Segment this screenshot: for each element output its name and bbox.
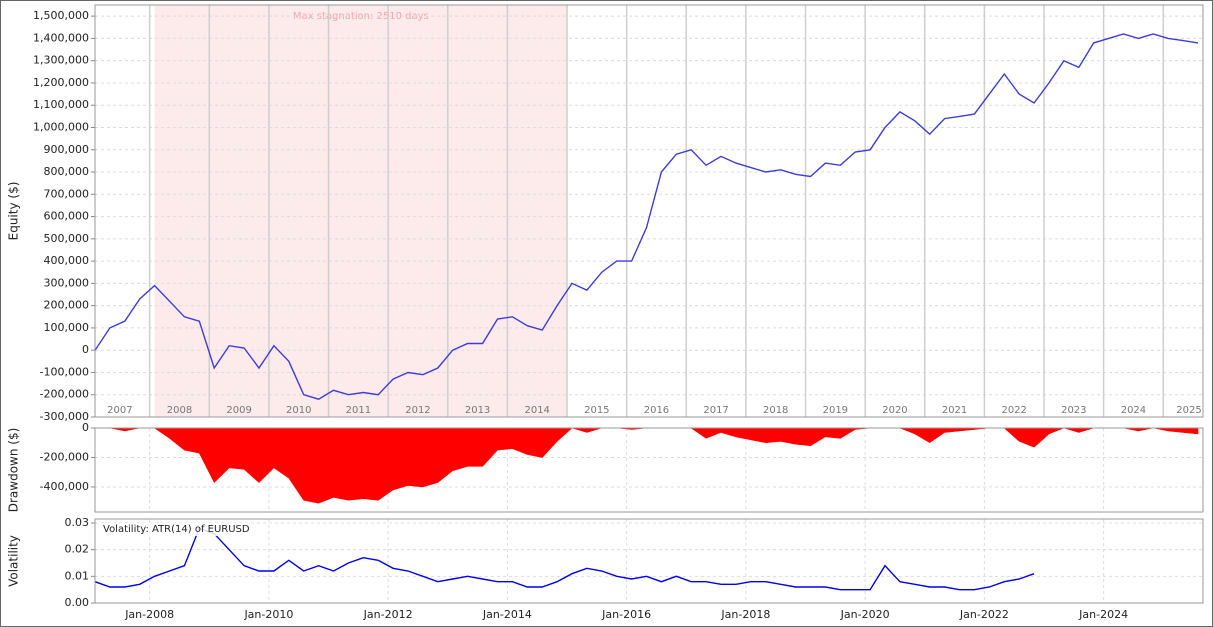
year-label: 2018 (763, 405, 788, 416)
y-tick-label: 900,000 (44, 143, 90, 156)
y-tick-label: 100,000 (44, 321, 90, 334)
plot-area (95, 519, 1203, 603)
year-label: 2022 (1001, 405, 1026, 416)
y-tick-label: 200,000 (44, 299, 90, 312)
plot-bg (95, 519, 1203, 603)
y-axis-label: Volatility (7, 535, 21, 587)
x-tick-label: Jan-2024 (1078, 608, 1128, 621)
plot-frame (94, 4, 1204, 418)
y-tick-label: 1,500,000 (33, 9, 89, 22)
y-tick-label: 500,000 (44, 232, 90, 245)
year-label: 2007 (107, 405, 132, 416)
y-tick-label: 800,000 (44, 165, 90, 178)
x-tick-label: Jan-2018 (720, 608, 770, 621)
year-label: 2010 (286, 405, 311, 416)
y-tick-label: 0.00 (65, 596, 90, 609)
annotation-bg (100, 523, 253, 536)
y-tick-label: -400,000 (40, 480, 89, 493)
year-label: 2011 (346, 405, 371, 416)
x-tick-label: Jan-2014 (482, 608, 532, 621)
y-tick-label: 300,000 (44, 276, 90, 289)
y-tick-label: 1,100,000 (33, 98, 89, 111)
year-label: 2025 (1176, 405, 1201, 416)
year-label: 2015 (584, 405, 609, 416)
stagnation-band (154, 5, 568, 417)
y-tick-label: -200,000 (40, 388, 89, 401)
plot-area (95, 428, 1203, 512)
y-tick-label: -300,000 (40, 410, 89, 423)
series-line (95, 527, 1035, 591)
y-tick-label: 0.02 (65, 543, 90, 556)
year-label: 2008 (167, 405, 192, 416)
drawdown-area (95, 428, 1199, 504)
year-label: 2023 (1061, 405, 1086, 416)
year-label: 2017 (703, 405, 728, 416)
x-tick-label: Jan-2012 (363, 608, 413, 621)
plot-frame (94, 518, 1204, 604)
year-label: 2024 (1121, 405, 1146, 416)
year-label: 2013 (465, 405, 490, 416)
year-label: 2019 (823, 405, 848, 416)
annotation: Volatility: ATR(14) of EURUSD (103, 524, 250, 535)
y-tick-label: 600,000 (44, 210, 90, 223)
x-tick-label: Jan-2016 (601, 608, 651, 621)
year-label: 2016 (644, 405, 669, 416)
y-tick-label: 1,300,000 (33, 54, 89, 67)
y-tick-label: 0.01 (65, 569, 90, 582)
x-tick-label: Jan-2008 (124, 608, 174, 621)
plot-frame (94, 427, 1204, 513)
year-label: 2012 (405, 405, 430, 416)
y-tick-label: 400,000 (44, 254, 90, 267)
year-label: 2021 (942, 405, 967, 416)
y-tick-label: 1,000,000 (33, 120, 89, 133)
x-tick-label: Jan-2020 (840, 608, 890, 621)
y-tick-label: -200,000 (40, 450, 89, 463)
y-tick-label: 700,000 (44, 187, 90, 200)
year-label: 2009 (226, 405, 251, 416)
y-tick-label: -100,000 (40, 365, 89, 378)
y-tick-label: 0 (82, 343, 89, 356)
x-tick-label: Jan-2010 (243, 608, 293, 621)
y-tick-label: 0.03 (65, 516, 90, 529)
y-axis-label: Equity ($) (7, 182, 21, 241)
series-line (95, 33, 1199, 400)
y-axis-label: Drawdown ($) (7, 428, 21, 513)
year-label: 2014 (524, 405, 549, 416)
year-label: 2020 (882, 405, 907, 416)
y-tick-label: 0 (82, 421, 89, 434)
x-tick-label: Jan-2022 (959, 608, 1009, 621)
y-tick-label: 1,200,000 (33, 76, 89, 89)
y-tick-label: 1,400,000 (33, 31, 89, 44)
